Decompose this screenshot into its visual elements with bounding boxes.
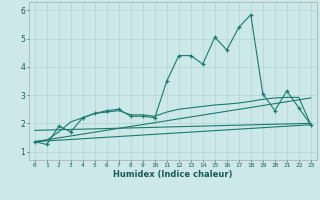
X-axis label: Humidex (Indice chaleur): Humidex (Indice chaleur) bbox=[113, 170, 233, 179]
